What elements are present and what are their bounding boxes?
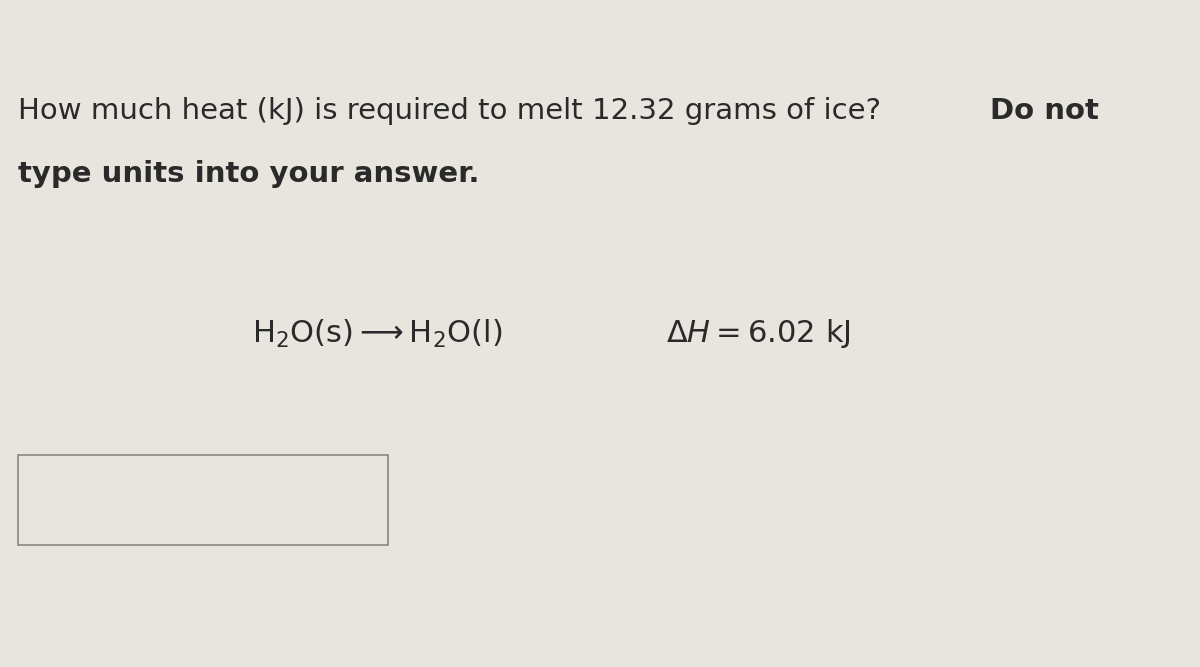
Bar (18, 455, 388, 545)
Text: $\mathsf{\Delta \mathit{H}}$$\mathsf{ = 6.02\ kJ}$: $\mathsf{\Delta \mathit{H}}$$\mathsf{ = … (666, 317, 851, 350)
Text: $\mathsf{H_2O(s) \longrightarrow H_2O(l)}$: $\mathsf{H_2O(s) \longrightarrow H_2O(l)… (252, 317, 503, 350)
Text: type units into your answer.: type units into your answer. (18, 160, 480, 188)
Text: Do not: Do not (990, 97, 1099, 125)
Text: How much heat (kJ) is required to melt 12.32 grams of ice?: How much heat (kJ) is required to melt 1… (18, 97, 900, 125)
